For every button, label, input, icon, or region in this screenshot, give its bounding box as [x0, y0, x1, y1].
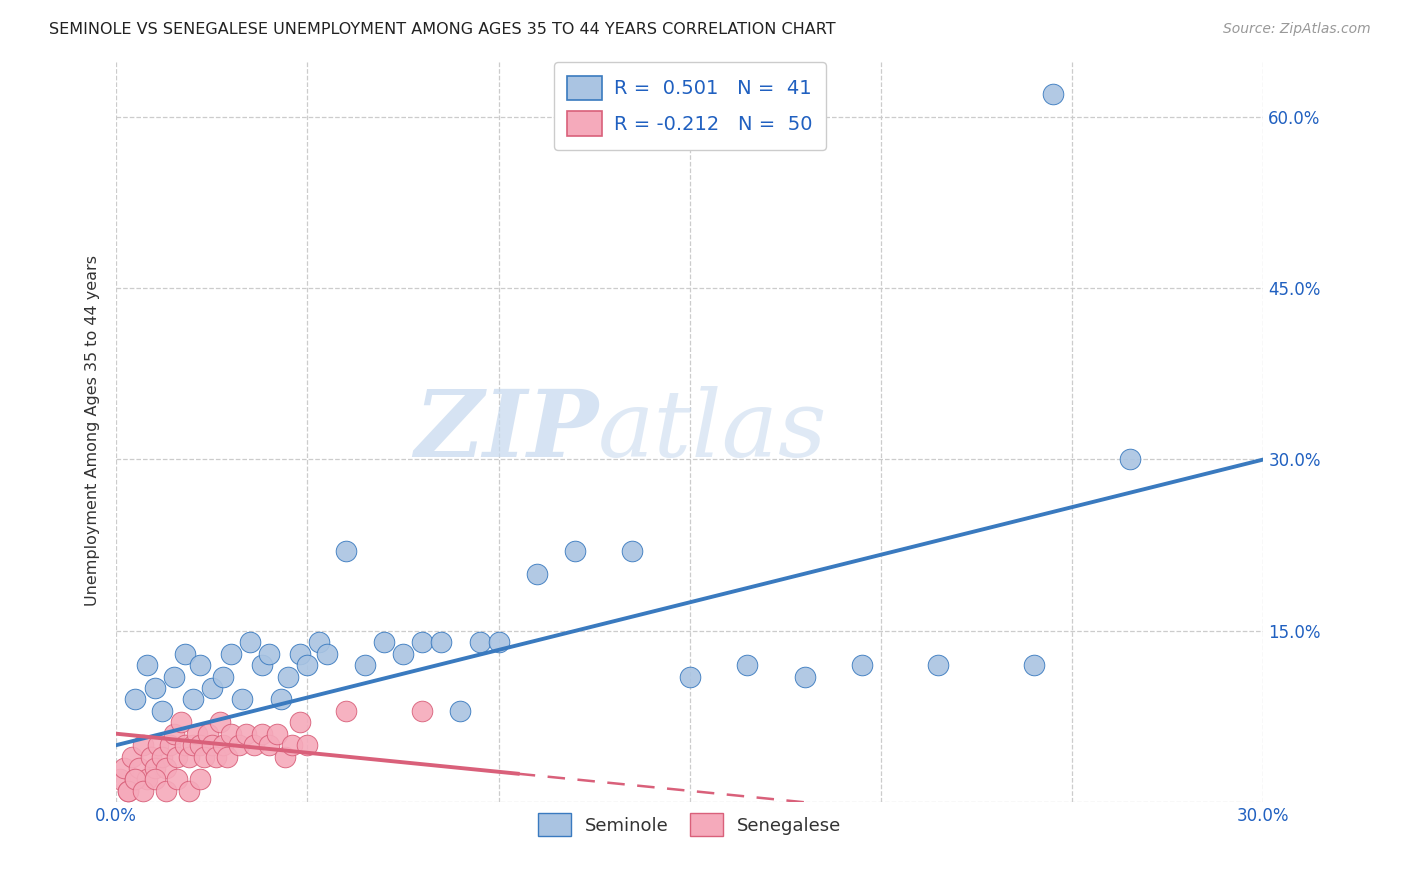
Point: [1118, 452, 1140, 467]
Point: [143, 761, 166, 775]
Point: [228, 738, 250, 752]
Point: [1022, 658, 1045, 673]
Point: [139, 749, 162, 764]
Text: ZIP: ZIP: [413, 386, 598, 476]
Point: [212, 670, 235, 684]
Point: [257, 738, 280, 752]
Point: [1042, 87, 1064, 101]
Point: [735, 658, 758, 673]
Point: [201, 681, 224, 695]
Point: [335, 544, 357, 558]
Point: [430, 635, 453, 649]
Y-axis label: Unemployment Among Ages 35 to 44 years: Unemployment Among Ages 35 to 44 years: [86, 255, 100, 607]
Point: [174, 738, 197, 752]
Point: [288, 715, 311, 730]
Point: [124, 772, 146, 787]
Point: [315, 647, 337, 661]
Point: [212, 738, 235, 752]
Point: [564, 544, 586, 558]
Point: [166, 772, 188, 787]
Point: [124, 772, 146, 787]
Point: [217, 749, 239, 764]
Point: [197, 727, 219, 741]
Point: [257, 647, 280, 661]
Point: [132, 784, 155, 798]
Point: [190, 738, 212, 752]
Point: [135, 772, 157, 787]
Point: [177, 749, 200, 764]
Point: [135, 658, 157, 673]
Point: [177, 784, 200, 798]
Point: [108, 772, 131, 787]
Point: [150, 749, 173, 764]
Point: [148, 738, 170, 752]
Point: [124, 692, 146, 706]
Point: [392, 647, 415, 661]
Point: [186, 727, 208, 741]
Point: [468, 635, 491, 649]
Point: [181, 692, 204, 706]
Point: [281, 738, 304, 752]
Point: [411, 704, 433, 718]
Point: [204, 749, 226, 764]
Point: [235, 727, 257, 741]
Point: [297, 658, 319, 673]
Point: [793, 670, 815, 684]
Point: [112, 761, 135, 775]
Point: [193, 749, 215, 764]
Point: [621, 544, 644, 558]
Text: SEMINOLE VS SENEGALESE UNEMPLOYMENT AMONG AGES 35 TO 44 YEARS CORRELATION CHART: SEMINOLE VS SENEGALESE UNEMPLOYMENT AMON…: [49, 22, 835, 37]
Point: [201, 738, 224, 752]
Point: [170, 715, 193, 730]
Point: [373, 635, 395, 649]
Point: [155, 761, 177, 775]
Point: [308, 635, 330, 649]
Point: [150, 704, 173, 718]
Point: [297, 738, 319, 752]
Point: [335, 704, 357, 718]
Point: [162, 727, 184, 741]
Point: [128, 761, 150, 775]
Point: [277, 670, 299, 684]
Point: [449, 704, 471, 718]
Point: [190, 658, 212, 673]
Point: [208, 715, 231, 730]
Point: [411, 635, 433, 649]
Point: [927, 658, 949, 673]
Point: [353, 658, 375, 673]
Point: [679, 670, 702, 684]
Point: [250, 727, 273, 741]
Point: [243, 738, 266, 752]
Point: [266, 727, 288, 741]
Text: atlas: atlas: [598, 386, 828, 476]
Point: [250, 658, 273, 673]
Point: [273, 749, 295, 764]
Point: [526, 566, 548, 581]
Point: [219, 727, 242, 741]
Point: [231, 692, 253, 706]
Point: [121, 749, 143, 764]
Point: [181, 738, 204, 752]
Point: [190, 772, 212, 787]
Point: [851, 658, 873, 673]
Point: [117, 784, 139, 798]
Point: [143, 772, 166, 787]
Legend: Seminole, Senegalese: Seminole, Senegalese: [529, 804, 851, 846]
Point: [239, 635, 262, 649]
Point: [162, 670, 184, 684]
Point: [159, 738, 181, 752]
Point: [132, 738, 155, 752]
Point: [155, 784, 177, 798]
Point: [488, 635, 510, 649]
Text: Source: ZipAtlas.com: Source: ZipAtlas.com: [1223, 22, 1371, 37]
Point: [270, 692, 292, 706]
Point: [174, 647, 197, 661]
Point: [143, 681, 166, 695]
Point: [288, 647, 311, 661]
Point: [166, 749, 188, 764]
Point: [219, 647, 242, 661]
Point: [117, 784, 139, 798]
